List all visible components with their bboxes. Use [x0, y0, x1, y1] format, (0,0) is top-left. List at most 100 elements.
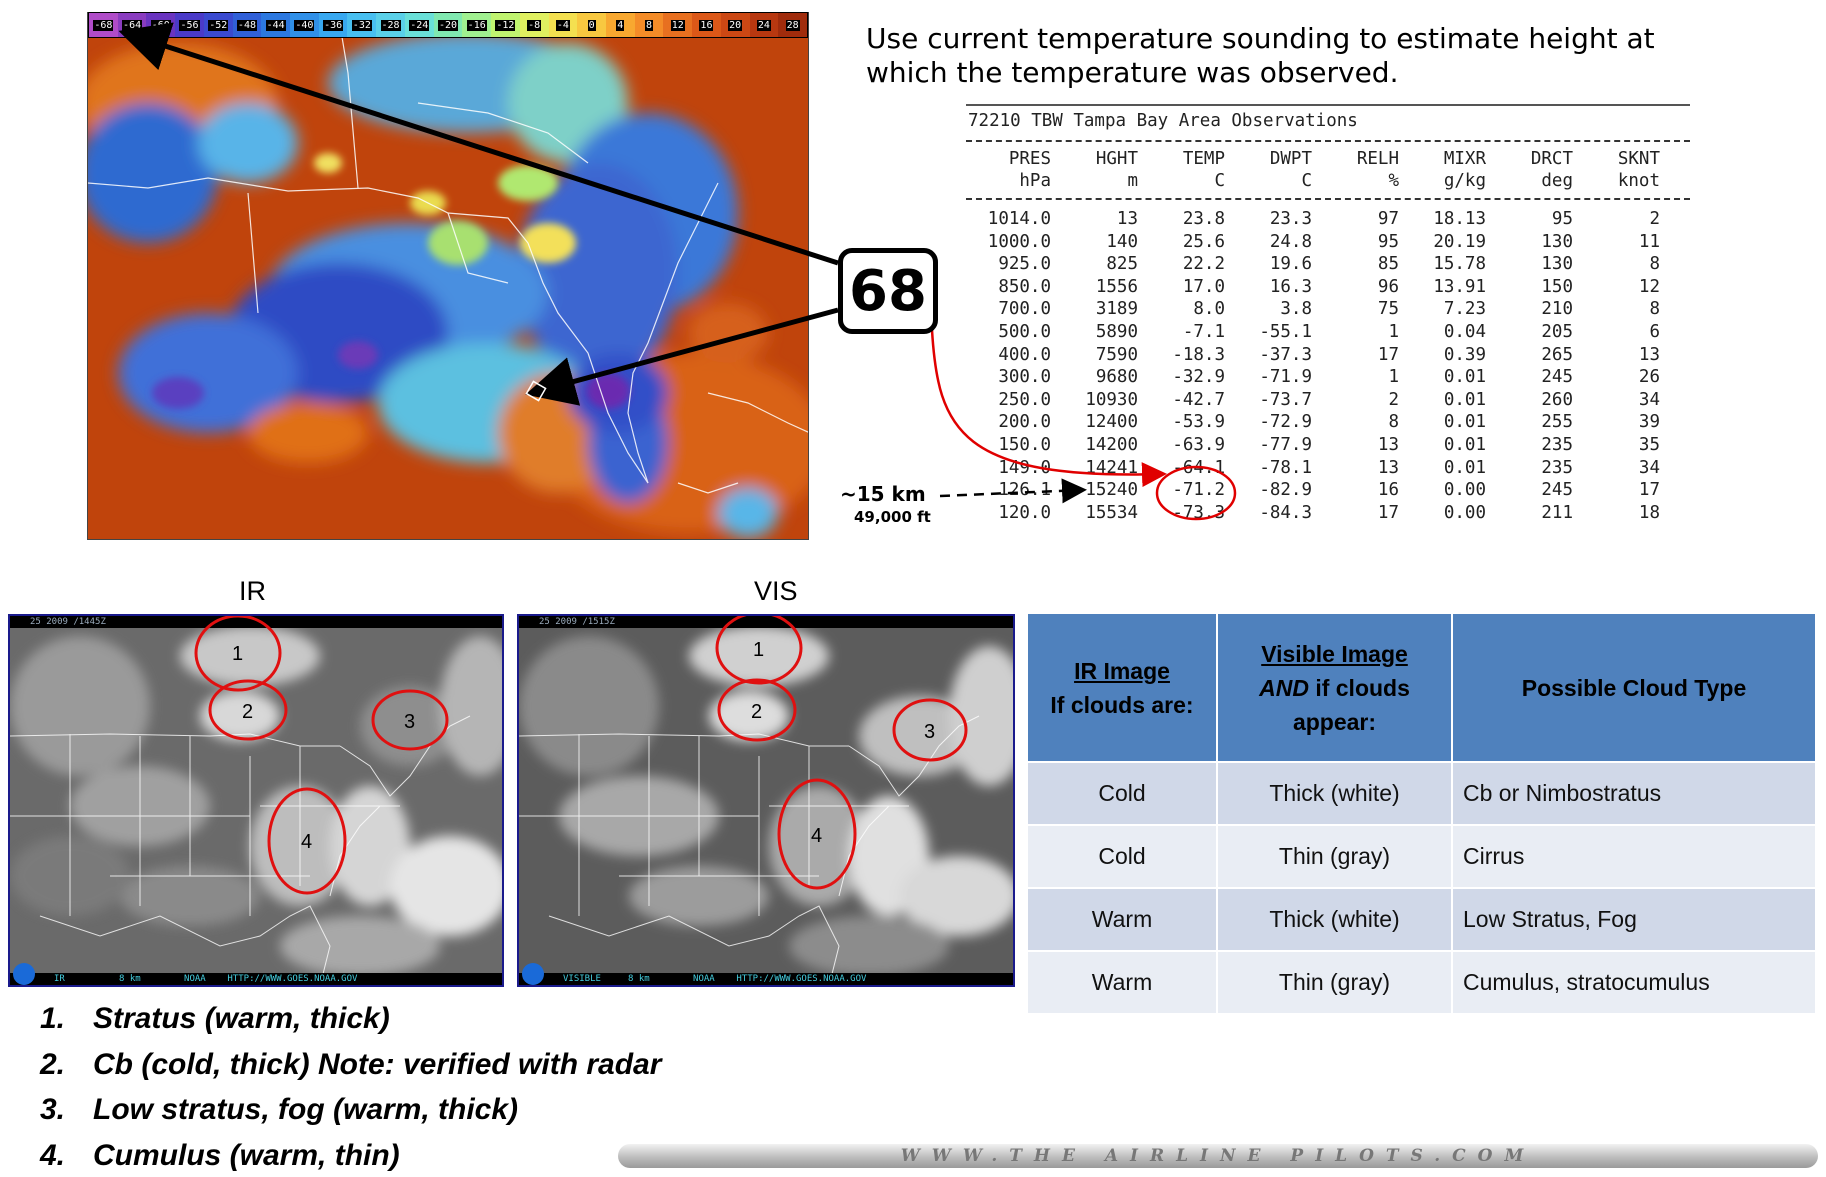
finding-number: 2.: [40, 1047, 66, 1081]
colorbar-tick-label: -68: [93, 19, 114, 31]
temperature-colorbar: -68 -64 -60 -56 -52 -48 -44 -40 -36 -32 -28 -24 -20-…: [88, 12, 808, 38]
colorbar-tick: 24: [749, 13, 779, 37]
colorbar-tick: -60: [146, 13, 176, 37]
sounding-cell: 0.00: [1443, 502, 1486, 523]
noaa-logo-icon: [522, 963, 544, 985]
sounding-row: 700.0 3189 8.0 3.8 75 7.23 210 8: [966, 298, 1690, 321]
sounding-row: 850.0 1556 17.0 16.3 96 13.91 150 12: [966, 276, 1690, 299]
sounding-cell: 15534: [1085, 502, 1138, 523]
sounding-cell: -63.9: [1172, 434, 1225, 455]
ir-satellite-image-florida: [87, 12, 809, 540]
sounding-row: 500.0 5890 -7.1 -55.1 1 0.04 205 6: [966, 321, 1690, 344]
sounding-cell: 0.01: [1443, 412, 1486, 433]
finding-text: Cb (cold, thick) Note: verified with rad…: [93, 1047, 662, 1081]
colorbar-tick-label: -8: [527, 19, 542, 31]
sounding-cell: 130: [1541, 231, 1573, 252]
cloud-table-cell-type: Low Stratus, Fog: [1453, 889, 1815, 950]
sounding-row: 1014.0 13 23.8 23.3 97 18.13 95 2: [966, 208, 1690, 231]
sounding-cell: 140: [1106, 231, 1138, 252]
colorbar-tick-label: 12: [670, 19, 685, 31]
sounding-cell: 400.0: [998, 344, 1051, 365]
sounding-header-row: PRES HGHT TEMP DWPT RELH MIXR DRCT SKNT: [966, 148, 1690, 170]
sounding-cell: 75: [1377, 299, 1399, 320]
sounding-cell: 925.0: [998, 254, 1051, 275]
sounding-cell: 18: [1638, 502, 1660, 523]
colorbar-tick: 12: [663, 13, 693, 37]
height-ft-label: 49,000 ft: [854, 508, 931, 526]
sounding-cell: 10930: [1085, 389, 1138, 410]
sounding-header-cell: deg: [1541, 171, 1573, 191]
marker-1: 1: [753, 639, 764, 661]
marker-3: 3: [404, 711, 415, 733]
sounding-cell: 17: [1377, 502, 1399, 523]
colorbar-tick-label: -56: [179, 19, 200, 31]
sounding-cell: 17: [1638, 480, 1660, 501]
watermark-bar: WWW.THE AIRLINE PILOTS.COM: [618, 1144, 1818, 1168]
sounding-cell: -42.7: [1172, 389, 1225, 410]
header-ir-title: IR Image: [1074, 657, 1170, 684]
colorbar-tick-label: 24: [756, 19, 771, 31]
sounding-cell: 19.6: [1269, 254, 1312, 275]
sounding-cell: 7590: [1095, 344, 1138, 365]
colorbar-tick-label: -52: [208, 19, 229, 31]
sounding-cell: 7.23: [1443, 299, 1486, 320]
ir-us-graphic: [10, 616, 502, 985]
header-vis-sub: if clouds appear:: [1292, 674, 1410, 735]
sounding-cell: 245: [1541, 480, 1573, 501]
sounding-row: 250.0 10930 -42.7 -73.7 2 0.01 260 34: [966, 389, 1690, 412]
sounding-rows: 1014.0 13 23.8 23.3 97 18.13 95 2 1000.0 140 25.6 2…: [966, 208, 1690, 524]
sounding-cell: 150: [1541, 276, 1573, 297]
sounding-cell: 235: [1541, 457, 1573, 478]
sounding-cell: 1: [1388, 367, 1399, 388]
sounding-header-cell: SKNT: [1617, 149, 1660, 169]
sounding-cell: 13: [1377, 434, 1399, 455]
finding-text: Low stratus, fog (warm, thick): [93, 1093, 519, 1126]
marker-2: 2: [242, 701, 253, 723]
sounding-cell: 96: [1377, 276, 1399, 297]
noaa-logo-icon: [13, 963, 35, 985]
sounding-cell: 12400: [1085, 412, 1138, 433]
ir-image-label: IR: [239, 576, 266, 606]
colorbar-tick-label: 28: [785, 19, 800, 31]
sounding-cell: 22.2: [1182, 254, 1225, 275]
sounding-cell: 95: [1377, 231, 1399, 252]
finding-item: 1. Stratus (warm, thick): [40, 996, 661, 1042]
sounding-cell: 126.1: [998, 480, 1051, 501]
sounding-header-cell: m: [1127, 171, 1138, 191]
header-visible: Visible Image AND if clouds appear:: [1218, 614, 1451, 761]
sounding-header-cell: %: [1388, 171, 1399, 191]
sounding-cell: 8: [1388, 412, 1399, 433]
sounding-row: 150.0 14200 -63.9 -77.9 13 0.01 235 35: [966, 434, 1690, 457]
sounding-cell: 95: [1551, 209, 1573, 229]
colorbar-tick-label: -60: [150, 19, 171, 31]
sounding-header-cell: C: [1214, 171, 1225, 191]
sounding-cell: 24.8: [1269, 231, 1312, 252]
sounding-cell: 235: [1541, 434, 1573, 455]
sounding-header-cell: g/kg: [1443, 171, 1486, 191]
finding-text: Cumulus (warm, thin): [93, 1138, 400, 1172]
finding-item: 3. Low stratus, fog (warm, thick): [40, 1087, 661, 1133]
sounding-cell: -55.1: [1259, 321, 1312, 342]
marker-3: 3: [924, 721, 935, 743]
sounding-row: 126.1 15240 -71.2 -82.9 16 0.00 245 17: [966, 479, 1690, 502]
sounding-cell: 1014.0: [987, 209, 1051, 229]
colorbar-tick-label: 16: [699, 19, 714, 31]
sounding-title: 72210 TBW Tampa Bay Area Observations: [966, 104, 1690, 134]
header-ir-sub: If clouds are:: [1050, 691, 1194, 718]
sounding-row: 120.0 15534 -73.3 -84.3 17 0.00 211 18: [966, 502, 1690, 525]
sounding-cell: 245: [1541, 367, 1573, 388]
colorbar-tick: -68: [89, 13, 118, 37]
colorbar-tick: -52: [203, 13, 233, 37]
sounding-cell: 11: [1638, 231, 1660, 252]
cloud-table-row: Warm Thin (gray) Cumulus, stratocumulus: [1028, 952, 1815, 1013]
sounding-header-cell: DRCT: [1530, 149, 1573, 169]
sounding-cell: 120.0: [998, 502, 1051, 523]
cloud-type-table: IR Image If clouds are: Visible Image AN…: [1026, 612, 1817, 1015]
sounding-cell: -32.9: [1172, 367, 1225, 388]
colorbar-tick-label: -12: [495, 19, 516, 31]
cloud-table-body: Cold Thick (white) Cb or Nimbostratus Cold T…: [1028, 763, 1815, 1013]
sounding-cell: 500.0: [998, 321, 1051, 342]
colorbar-tick: 20: [720, 13, 750, 37]
sounding-header-cell: MIXR: [1443, 149, 1486, 169]
ir-satellite-graphic: [88, 13, 808, 539]
